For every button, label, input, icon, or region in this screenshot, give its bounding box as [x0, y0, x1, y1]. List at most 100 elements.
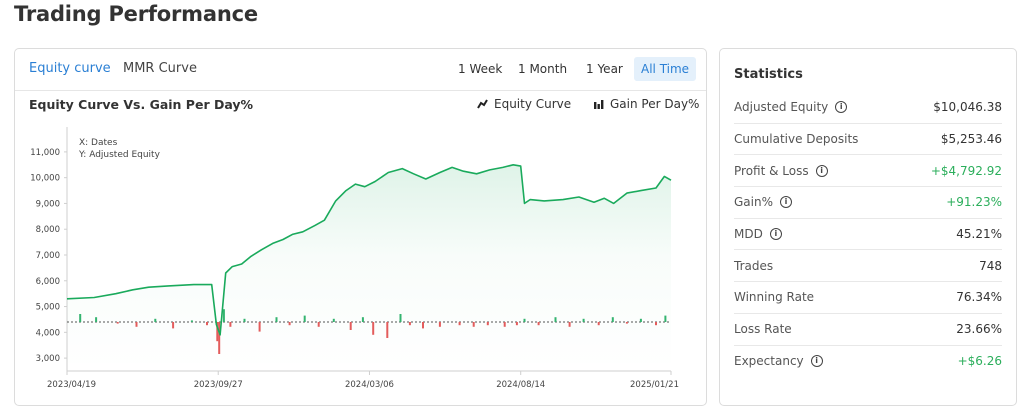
- gain-bar: [537, 322, 540, 326]
- gain-bar: [172, 322, 175, 329]
- equity-curve-area: [67, 164, 671, 371]
- equity-chart-plot: 3,000 4,000 5,000 6,000 7,000 8,000 9,000 10,00…: [30, 127, 679, 390]
- y-tick-label: 4,000: [36, 328, 60, 338]
- stat-row-trades: Trades 748: [734, 250, 1002, 283]
- range-1-year-button[interactable]: 1 Year: [586, 62, 623, 76]
- gain-bar: [503, 322, 506, 327]
- stat-label: Expectancy: [734, 354, 804, 369]
- gain-bar: [422, 322, 424, 329]
- chart-annotation: Y: Adjusted Equity: [78, 150, 161, 160]
- y-tick-label: 11,000: [30, 148, 60, 158]
- gain-bar: [95, 317, 98, 322]
- gain-bar: [229, 322, 232, 327]
- gain-bar: [386, 322, 389, 338]
- y-tick-label: 9,000: [36, 199, 60, 209]
- gain-bar: [317, 322, 320, 327]
- range-all-time-button[interactable]: All Time: [634, 57, 697, 81]
- gain-bar: [218, 322, 221, 354]
- stat-row-cumulative-deposits: Cumulative Deposits $5,253.46: [734, 124, 1002, 156]
- statistics-title: Statistics: [734, 67, 803, 82]
- stat-label: MDD: [734, 227, 763, 242]
- stat-value: $5,253.46: [940, 132, 1002, 147]
- info-icon[interactable]: i: [835, 101, 848, 114]
- x-tick-label: 2023/04/19: [47, 380, 96, 390]
- gain-bar: [554, 317, 557, 322]
- stat-value: +91.23%: [946, 195, 1002, 210]
- chart-tabs: Equity curve MMR Curve 1 Week 1 Month 1 …: [15, 49, 706, 91]
- stat-label-wrap: Loss Rate: [734, 322, 792, 336]
- gain-bar: [190, 320, 193, 322]
- gain-bar: [258, 322, 261, 332]
- gain-bar: [154, 318, 157, 322]
- gain-bar: [135, 322, 138, 327]
- stat-row-adjusted-equity: Adjusted Equity i $10,046.38: [734, 92, 1002, 124]
- chart-annotation: X: Dates: [79, 138, 118, 148]
- gain-bar: [568, 322, 571, 327]
- legend-equity-label: Equity Curve: [494, 97, 572, 111]
- gain-bar: [472, 322, 475, 327]
- x-tick-label: 2024/03/06: [345, 380, 394, 390]
- gain-bar: [361, 317, 364, 322]
- stat-label: Profit & Loss: [734, 163, 809, 178]
- gain-bar: [486, 322, 489, 326]
- line-chart-icon: [477, 99, 488, 109]
- tab-equity-curve[interactable]: Equity curve: [29, 61, 111, 76]
- stat-label-wrap: Trades: [734, 259, 773, 273]
- stat-label: Adjusted Equity: [734, 100, 829, 115]
- gain-bar: [216, 322, 219, 342]
- stat-label-wrap: MDD i: [734, 227, 782, 241]
- gain-bar: [582, 318, 585, 322]
- stat-label: Cumulative Deposits: [734, 132, 859, 147]
- stat-row-profit-loss: Profit & Loss i +$4,792.92: [734, 155, 1002, 188]
- range-1-week-button[interactable]: 1 Week: [458, 62, 503, 76]
- stat-value: 748: [979, 258, 1002, 273]
- gain-bar: [438, 322, 441, 327]
- chart-title: Equity Curve Vs. Gain Per Day%: [29, 97, 254, 112]
- stat-label-wrap: Adjusted Equity i: [734, 100, 848, 115]
- stat-row-expectancy: Expectancy i +$6.26: [734, 346, 1002, 378]
- gain-bar: [408, 322, 411, 326]
- gain-bar: [116, 322, 119, 324]
- stat-label-wrap: Profit & Loss i: [734, 164, 828, 178]
- gain-bar: [332, 318, 335, 322]
- gain-bar: [222, 309, 225, 322]
- legend-gain-label: Gain Per Day%: [610, 97, 700, 111]
- x-tick-label: 2023/09/27: [194, 380, 243, 390]
- gain-bar: [399, 314, 402, 322]
- x-tick-label: 2024/08/14: [496, 380, 545, 390]
- info-icon[interactable]: i: [780, 196, 792, 209]
- stat-value: $10,046.38: [933, 100, 1002, 115]
- x-tick-label: 2025/01/21: [630, 380, 679, 390]
- stat-label: Trades: [734, 258, 774, 273]
- stat-label: Winning Rate: [734, 290, 815, 305]
- stat-label-wrap: Gain% i: [734, 195, 792, 209]
- gain-bar: [639, 318, 642, 322]
- gain-bar: [372, 322, 375, 335]
- equity-curve-line: [66, 164, 672, 336]
- stat-value: 76.34%: [956, 290, 1002, 305]
- gain-bar: [664, 315, 667, 322]
- info-icon[interactable]: i: [810, 355, 823, 368]
- stat-label-wrap: Expectancy i: [734, 354, 823, 368]
- legend-equity-curve[interactable]: Equity Curve: [477, 97, 571, 111]
- y-tick-label: 7,000: [36, 251, 60, 261]
- page-title: Trading Performance: [14, 2, 258, 26]
- y-tick-label: 8,000: [36, 225, 60, 235]
- gain-bar: [303, 315, 306, 322]
- range-1-month-button[interactable]: 1 Month: [518, 62, 568, 76]
- gain-bar: [515, 322, 518, 326]
- info-icon[interactable]: i: [769, 228, 782, 241]
- gain-bar: [349, 322, 352, 330]
- statistics-card: Statistics Adjusted Equity i $10,046.38 Cum…: [719, 48, 1017, 406]
- statistics-list: Adjusted Equity i $10,046.38 Cumulative Dep…: [734, 92, 1002, 377]
- tab-mmr-curve[interactable]: MMR Curve: [123, 61, 197, 76]
- bar-chart-icon: [594, 100, 604, 109]
- gain-bar: [275, 317, 278, 322]
- stat-row-mdd: MDD i 45.21%: [734, 219, 1002, 251]
- gain-bar: [458, 322, 461, 326]
- stat-label-wrap: Cumulative Deposits: [734, 132, 858, 146]
- y-tick-label: 10,000: [30, 174, 60, 184]
- gain-bar: [288, 322, 291, 326]
- legend-gain-per-day[interactable]: Gain Per Day%: [593, 97, 699, 111]
- info-icon[interactable]: i: [815, 164, 828, 177]
